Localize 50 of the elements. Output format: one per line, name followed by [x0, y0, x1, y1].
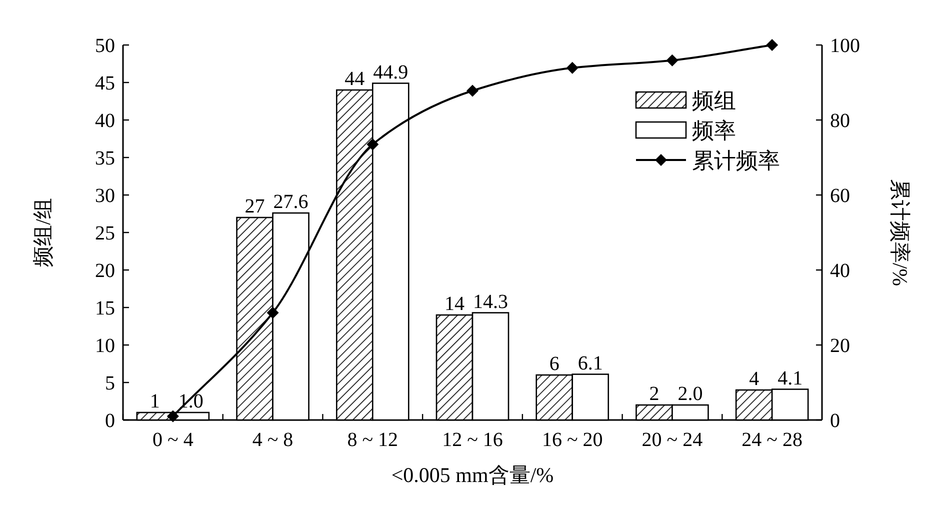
data-label: 4.1: [778, 367, 803, 390]
y2-tick-label: 0: [830, 410, 840, 432]
x-axis-title: <0.005 mm含量/%: [391, 463, 554, 487]
data-label: 44.9: [373, 61, 408, 84]
y-tick-label: 15: [95, 298, 115, 320]
data-label: 6: [549, 353, 560, 375]
legend-label: 频率: [692, 118, 736, 143]
y2-tick-label: 100: [830, 35, 860, 57]
data-label: 1: [150, 390, 160, 412]
y2-axis-title: 累计频率/%: [888, 178, 912, 286]
data-label: 27.6: [273, 191, 308, 213]
data-label: 2: [649, 383, 660, 405]
data-label: 6.1: [578, 352, 603, 374]
y2-tick-label: 60: [830, 185, 850, 207]
x-tick-label: 8 ~ 12: [347, 429, 398, 451]
point: [666, 54, 678, 66]
data-label: 2.0: [678, 383, 703, 405]
data-label: 14: [444, 293, 464, 315]
y-tick-label: 5: [105, 372, 115, 394]
point: [766, 39, 778, 51]
y-tick-label: 45: [95, 72, 115, 94]
y-axis-title: 频组/组: [31, 198, 55, 267]
legend-label: 频组: [692, 88, 736, 113]
point: [366, 138, 379, 150]
x-tick-label: 24 ~ 28: [742, 429, 802, 451]
y-tick-label: 20: [95, 260, 115, 282]
x-tick-label: 12 ~ 16: [442, 429, 503, 451]
point: [566, 62, 578, 74]
data-label: 44: [344, 68, 365, 90]
y2-tick-label: 80: [830, 110, 850, 132]
x-tick-label: 16 ~ 20: [542, 429, 603, 451]
y-tick-label: 50: [95, 35, 115, 57]
y-tick-label: 35: [95, 148, 115, 170]
y-tick-label: 40: [95, 110, 115, 132]
y-tick-label: 0: [105, 410, 115, 432]
x-tick-label: 20 ~ 24: [642, 429, 703, 451]
y2-tick-label: 20: [830, 335, 850, 357]
data-label: 27: [244, 196, 265, 218]
y-tick-label: 25: [95, 222, 115, 244]
x-tick-label: 4 ~ 8: [252, 429, 294, 451]
data-label: 14.3: [473, 290, 508, 313]
point: [266, 306, 279, 319]
legend-label: 累计频率: [692, 148, 780, 173]
point: [466, 84, 478, 97]
y-tick-label: 30: [95, 185, 115, 207]
y2-tick-label: 40: [830, 260, 850, 282]
y-tick-label: 10: [95, 335, 115, 357]
point: [166, 410, 179, 422]
x-tick-label: 0 ~ 4: [152, 429, 194, 451]
data-label: 4: [749, 368, 760, 390]
